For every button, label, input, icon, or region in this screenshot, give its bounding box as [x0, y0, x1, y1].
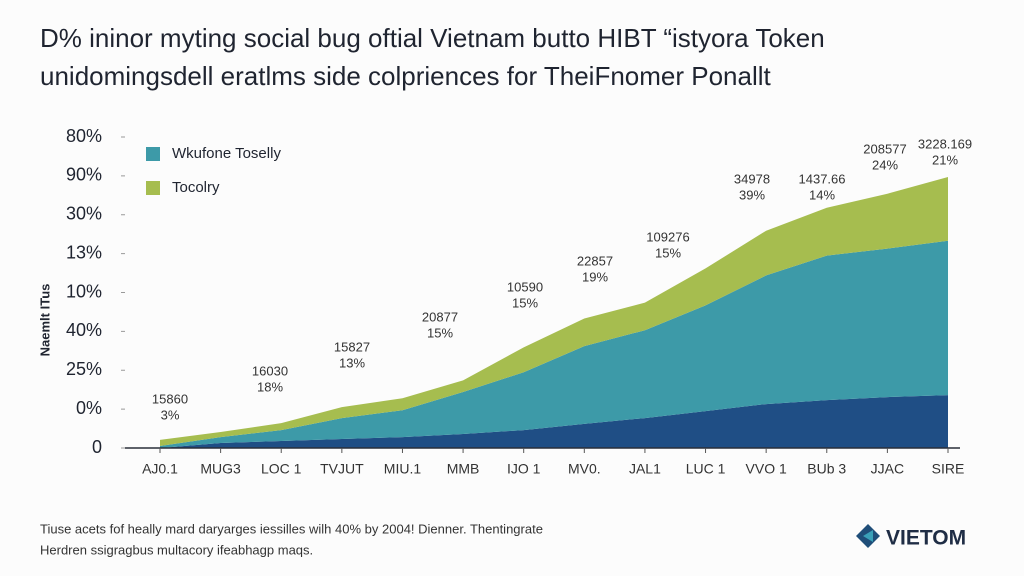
area: [160, 240, 948, 448]
annotation: 19%: [582, 269, 608, 284]
x-tick-label: VVO 1: [746, 461, 787, 477]
annotation: 109276: [646, 229, 689, 244]
annotation: 39%: [739, 187, 765, 202]
logo-text: VIETOM: [886, 527, 966, 550]
legend-label: Wkufone Toselly: [172, 145, 281, 162]
annotation: 208577: [863, 141, 906, 156]
annotation: 15%: [655, 245, 681, 260]
x-tick-label: IJO 1: [507, 461, 541, 477]
legend-label: Tocolry: [172, 179, 220, 196]
annotation: 21%: [932, 152, 958, 167]
x-tick-label: MIU.1: [384, 461, 422, 477]
annotation: 20877: [422, 309, 458, 324]
x-tick-label: MUG3: [200, 461, 241, 477]
area: [160, 395, 948, 448]
annotation: 15860: [152, 391, 188, 406]
y-tick-label: 30%: [66, 204, 102, 224]
x-tick-label: MMB: [447, 461, 480, 477]
x-tick-label: MV0.: [568, 461, 601, 477]
x-tick-label: SIRE: [932, 461, 965, 477]
y-tick-label: 0%: [76, 398, 102, 418]
annotation: 16030: [252, 363, 288, 378]
annotation: 15%: [512, 295, 538, 310]
y-tick-label: 13%: [66, 242, 102, 262]
annotation: 24%: [872, 157, 898, 172]
chart-subtitle: unidomingsdell eratlms side colpriences …: [40, 61, 772, 91]
x-tick-label: JJAC: [871, 461, 904, 477]
logo: VIETOM: [856, 524, 966, 550]
x-tick-label: TVJUT: [320, 461, 364, 477]
x-tick-label: AJ0.1: [142, 461, 178, 477]
x-tick-label: JAL1: [629, 461, 661, 477]
chart-title: D% ininor myting social bug oftial Vietn…: [40, 23, 825, 53]
footnote: Herdren ssigragbus multacory ifeabhagp m…: [40, 542, 313, 557]
legend-swatch: [146, 147, 160, 161]
x-tick-label: LUC 1: [686, 461, 726, 477]
y-tick-label: 25%: [66, 359, 102, 379]
y-axis-label: Naemlt ITus: [37, 284, 52, 357]
annotation: 34978: [734, 171, 770, 186]
y-tick-label: 40%: [66, 320, 102, 340]
annotation: 22857: [577, 253, 613, 268]
annotation: 3228.169: [918, 136, 972, 151]
annotation: 10590: [507, 279, 543, 294]
annotation: 18%: [257, 379, 283, 394]
annotation: 14%: [809, 187, 835, 202]
annotation: 1437.66: [799, 171, 846, 186]
annotation: 15827: [334, 339, 370, 354]
y-tick-label: 10%: [66, 281, 102, 301]
y-tick-label: 0: [92, 437, 102, 457]
annotation: 13%: [339, 355, 365, 370]
x-tick-label: LOC 1: [261, 461, 302, 477]
y-tick-label: 90%: [66, 165, 102, 185]
area: [160, 177, 948, 447]
legend-swatch: [146, 181, 160, 195]
y-tick-label: 80%: [66, 126, 102, 146]
x-tick-label: BUb 3: [807, 461, 846, 477]
logo-icon: [863, 530, 873, 542]
annotation: 15%: [427, 325, 453, 340]
footnote: Tiuse acets fof heally mard daryarges ie…: [40, 521, 543, 536]
annotation: 3%: [161, 407, 180, 422]
